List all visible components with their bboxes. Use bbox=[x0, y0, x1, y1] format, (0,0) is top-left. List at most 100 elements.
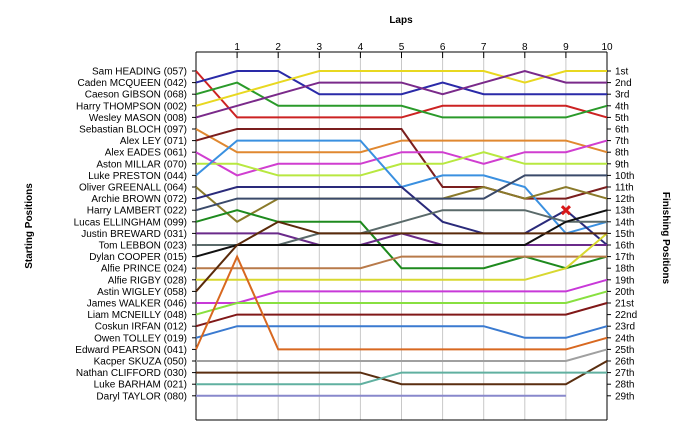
finishing-label: 9th bbox=[615, 159, 629, 170]
series-line bbox=[196, 348, 608, 362]
finishing-label: 24th bbox=[615, 333, 634, 344]
finishing-label: 16th bbox=[615, 241, 634, 252]
starting-label: Alex EADES (061) bbox=[105, 148, 187, 159]
finishing-label: 7th bbox=[615, 136, 629, 147]
finishing-label: 21st bbox=[615, 299, 634, 310]
series-line bbox=[196, 232, 608, 281]
starting-label: Kacper SKUZA (050) bbox=[94, 357, 187, 368]
plot-frame bbox=[192, 51, 611, 421]
x-tick-label-9: 9 bbox=[563, 42, 569, 53]
retired-marker-stroke bbox=[560, 205, 571, 216]
retired-marker-icon bbox=[560, 205, 571, 216]
finishing-label: 28th bbox=[615, 380, 634, 391]
finishing-label: 18th bbox=[615, 264, 634, 275]
x-tick-label-1: 1 bbox=[234, 42, 240, 53]
series-line bbox=[195, 128, 608, 154]
finishing-label: 4th bbox=[615, 101, 629, 112]
finishing-label: 15th bbox=[615, 229, 634, 240]
starting-label: Sam HEADING (057) bbox=[92, 67, 187, 78]
finishing-label: 27th bbox=[615, 368, 634, 379]
starting-label: Justin BREWARD (031) bbox=[81, 229, 187, 240]
starting-label: Alfie RIGBY (028) bbox=[108, 275, 187, 286]
finishing-label: 13th bbox=[615, 206, 634, 217]
x-tick-label-4: 4 bbox=[358, 42, 364, 53]
finishing-label: 14th bbox=[615, 217, 634, 228]
starting-label: Harry THOMPSON (002) bbox=[76, 101, 187, 112]
starting-label: Caden MCQUEEN (042) bbox=[78, 78, 187, 89]
starting-label: Lucas ELLINGHAM (099) bbox=[74, 217, 187, 228]
starting-label: Wesley MASON (008) bbox=[89, 113, 187, 124]
starting-label: Edward PEARSON (041) bbox=[75, 345, 187, 356]
series-line bbox=[195, 290, 608, 316]
x-tick-label-10: 10 bbox=[601, 42, 613, 53]
finishing-label: 20th bbox=[615, 287, 634, 298]
x-tick-label-7: 7 bbox=[481, 42, 487, 53]
series-line bbox=[195, 139, 608, 177]
finishing-label: 8th bbox=[615, 148, 629, 159]
x-tick-label-3: 3 bbox=[317, 42, 323, 53]
starting-label: Oliver GREENALL (064) bbox=[79, 183, 187, 194]
series-line bbox=[196, 255, 607, 270]
series-lines bbox=[195, 69, 608, 397]
finishing-label: 29th bbox=[615, 391, 634, 402]
starting-label: Harry LAMBERT (022) bbox=[87, 206, 187, 217]
starting-label: Alex LEY (071) bbox=[120, 136, 187, 147]
starting-label: Daryl TAYLOR (080) bbox=[96, 391, 187, 402]
x-tick-label-5: 5 bbox=[399, 42, 405, 53]
starting-label: Tom LEBBON (023) bbox=[99, 241, 187, 252]
finishing-label: 25th bbox=[615, 345, 634, 356]
finishing-label: 1st bbox=[615, 67, 629, 78]
left-axis-title: Starting Positions bbox=[24, 183, 35, 269]
starting-label: Sebastian BLOCH (097) bbox=[79, 125, 187, 136]
finishing-label: 26th bbox=[615, 357, 634, 368]
finishing-label: 11th bbox=[615, 183, 634, 194]
series-line bbox=[195, 302, 608, 328]
right-axis-title: Finishing Positions bbox=[660, 192, 671, 285]
starting-label: James WALKER (046) bbox=[87, 299, 187, 310]
starting-label: Astin WIGLEY (058) bbox=[97, 287, 187, 298]
grid-lines bbox=[236, 52, 608, 420]
starting-label: Owen TOLLEY (019) bbox=[94, 333, 187, 344]
finishing-label: 23rd bbox=[615, 322, 635, 333]
finishing-label: 19th bbox=[615, 275, 634, 286]
starting-position-labels: Sam HEADING (057)Caden MCQUEEN (042)Caes… bbox=[74, 67, 187, 403]
starting-label: Aston MILLAR (070) bbox=[96, 159, 187, 170]
finishing-label: 6th bbox=[615, 125, 629, 136]
series-line bbox=[195, 220, 607, 293]
starting-label: Coskun IRFAN (012) bbox=[95, 322, 187, 333]
series-line bbox=[196, 360, 608, 386]
finishing-label: 12th bbox=[615, 194, 634, 205]
starting-label: Archie BROWN (072) bbox=[91, 194, 187, 205]
finishing-label: 10th bbox=[615, 171, 634, 182]
series-line bbox=[195, 325, 608, 339]
finishing-position-labels: 1st2nd3rd4th5th6th7th8th9th10th11th12th1… bbox=[615, 67, 637, 403]
finishing-label: 22nd bbox=[615, 310, 637, 321]
series-line bbox=[196, 151, 607, 177]
x-tick-label-8: 8 bbox=[522, 42, 528, 53]
x-tick-labels: 1 2 3 4 5 6 7 8 9 10 bbox=[234, 42, 613, 53]
starting-label: Alfie PRINCE (024) bbox=[101, 264, 187, 275]
starting-label: Nathan CLIFFORD (030) bbox=[76, 368, 187, 379]
finishing-label: 2nd bbox=[615, 78, 632, 89]
starting-label: Luke PRESTON (044) bbox=[88, 171, 187, 182]
starting-label: Caeson GIBSON (068) bbox=[85, 90, 187, 101]
series-line bbox=[195, 254, 608, 351]
starting-label: Dylan COOPER (015) bbox=[89, 252, 187, 263]
series-line bbox=[195, 174, 607, 212]
starting-label: Luke BARHAM (021) bbox=[94, 380, 187, 391]
x-axis-title: Laps bbox=[389, 15, 413, 26]
finishing-label: 17th bbox=[615, 252, 634, 263]
series-line bbox=[195, 70, 607, 107]
starting-label: Liam MCNEILLY (048) bbox=[87, 310, 187, 321]
finishing-label: 5th bbox=[615, 113, 629, 124]
series-line bbox=[195, 209, 608, 270]
series-line bbox=[195, 209, 608, 258]
series-line bbox=[195, 186, 608, 246]
series-line bbox=[195, 70, 607, 96]
x-tick-label-2: 2 bbox=[275, 42, 281, 53]
series-line bbox=[195, 70, 608, 119]
series-line bbox=[196, 278, 608, 304]
x-tick-label-6: 6 bbox=[440, 42, 446, 53]
series-line bbox=[195, 69, 607, 119]
